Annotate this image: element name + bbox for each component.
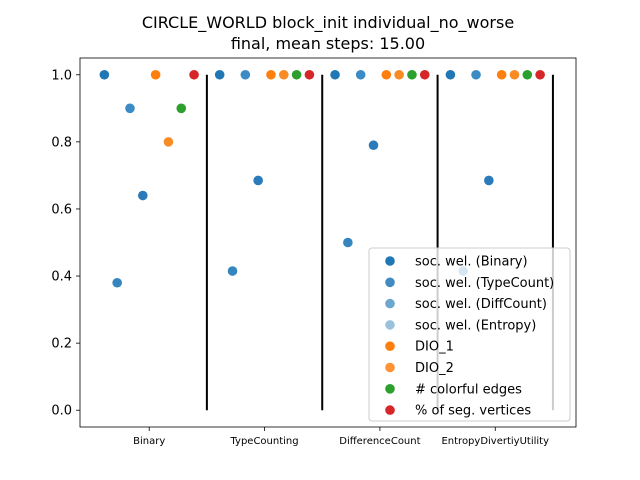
- data-point: [535, 69, 545, 80]
- data-point: [266, 69, 276, 80]
- legend-label: # colorful edges: [415, 382, 522, 397]
- data-point: [99, 69, 110, 80]
- y-tick-label: 0.2: [51, 337, 72, 352]
- data-point: [496, 69, 507, 80]
- legend-marker: [385, 256, 395, 266]
- chart-title: CIRCLE_WORLD block_init individual_no_wo…: [142, 13, 514, 33]
- x-axis: Binary TypeCounting DifferenceCount Entropy…: [133, 427, 549, 447]
- x-tick-label: EntropyDivertiyUtility: [441, 436, 549, 447]
- data-point: [291, 69, 302, 80]
- data-point: [150, 69, 161, 80]
- data-point: [419, 69, 430, 80]
- data-point: [330, 69, 340, 80]
- legend-box: [368, 247, 571, 422]
- legend-label: soc. wel. (Entropy): [415, 318, 536, 333]
- legend-label: DIO_2: [415, 361, 454, 376]
- x-tick-label: DifferenceCount: [339, 436, 420, 447]
- legend-label: % of seg. vertices: [415, 404, 531, 419]
- x-tick-label: TypeCounting: [229, 436, 298, 447]
- data-point: [509, 69, 520, 80]
- legend-label: DIO_1: [415, 340, 454, 355]
- legend-marker: [385, 320, 395, 330]
- legend-marker: [385, 298, 395, 309]
- legend-marker: [385, 384, 395, 394]
- data-point: [138, 190, 148, 201]
- data-point: [368, 140, 379, 151]
- data-point: [381, 69, 392, 80]
- data-point: [355, 69, 366, 80]
- data-point: [176, 103, 187, 114]
- data-point: [253, 175, 263, 186]
- legend-marker: [385, 362, 395, 373]
- y-tick-label: 0.0: [51, 404, 72, 419]
- legend-marker: [385, 341, 395, 352]
- data-point: [125, 103, 135, 114]
- y-tick-label: 0.6: [51, 202, 72, 217]
- data-point: [394, 69, 404, 80]
- data-point: [189, 69, 199, 80]
- legend-label: soc. wel. (DiffCount): [415, 297, 547, 312]
- y-tick-label: 0.4: [51, 270, 72, 285]
- plot-frame: [79, 57, 577, 428]
- data-point: [304, 69, 315, 80]
- data-point: [471, 69, 481, 80]
- data-point: [112, 277, 122, 288]
- data-point: [522, 69, 533, 80]
- data-point: [227, 266, 238, 276]
- y-tick-label: 0.8: [51, 135, 72, 150]
- data-point: [343, 237, 353, 248]
- legend-label: soc. wel. (TypeCount): [415, 276, 554, 291]
- legend-marker: [385, 277, 395, 288]
- data-point: [163, 137, 174, 147]
- data-point: [445, 69, 456, 80]
- legend-label: soc. wel. (Binary): [415, 255, 528, 270]
- data-point: [214, 69, 225, 80]
- data-point: [278, 69, 289, 80]
- data-point: [240, 69, 251, 80]
- y-axis: 0.0 0.2 0.4 0.6 0.8 1.0: [51, 68, 80, 419]
- data-point: [407, 69, 417, 80]
- y-tick-label: 1.0: [51, 68, 72, 83]
- x-tick-label: Binary: [133, 436, 165, 447]
- legend: soc. wel. (Binary) soc. wel. (TypeCount) s…: [368, 247, 571, 422]
- chart-subtitle: final, mean steps: 15.00: [231, 34, 425, 53]
- legend-marker: [385, 405, 395, 415]
- data-point: [484, 175, 494, 186]
